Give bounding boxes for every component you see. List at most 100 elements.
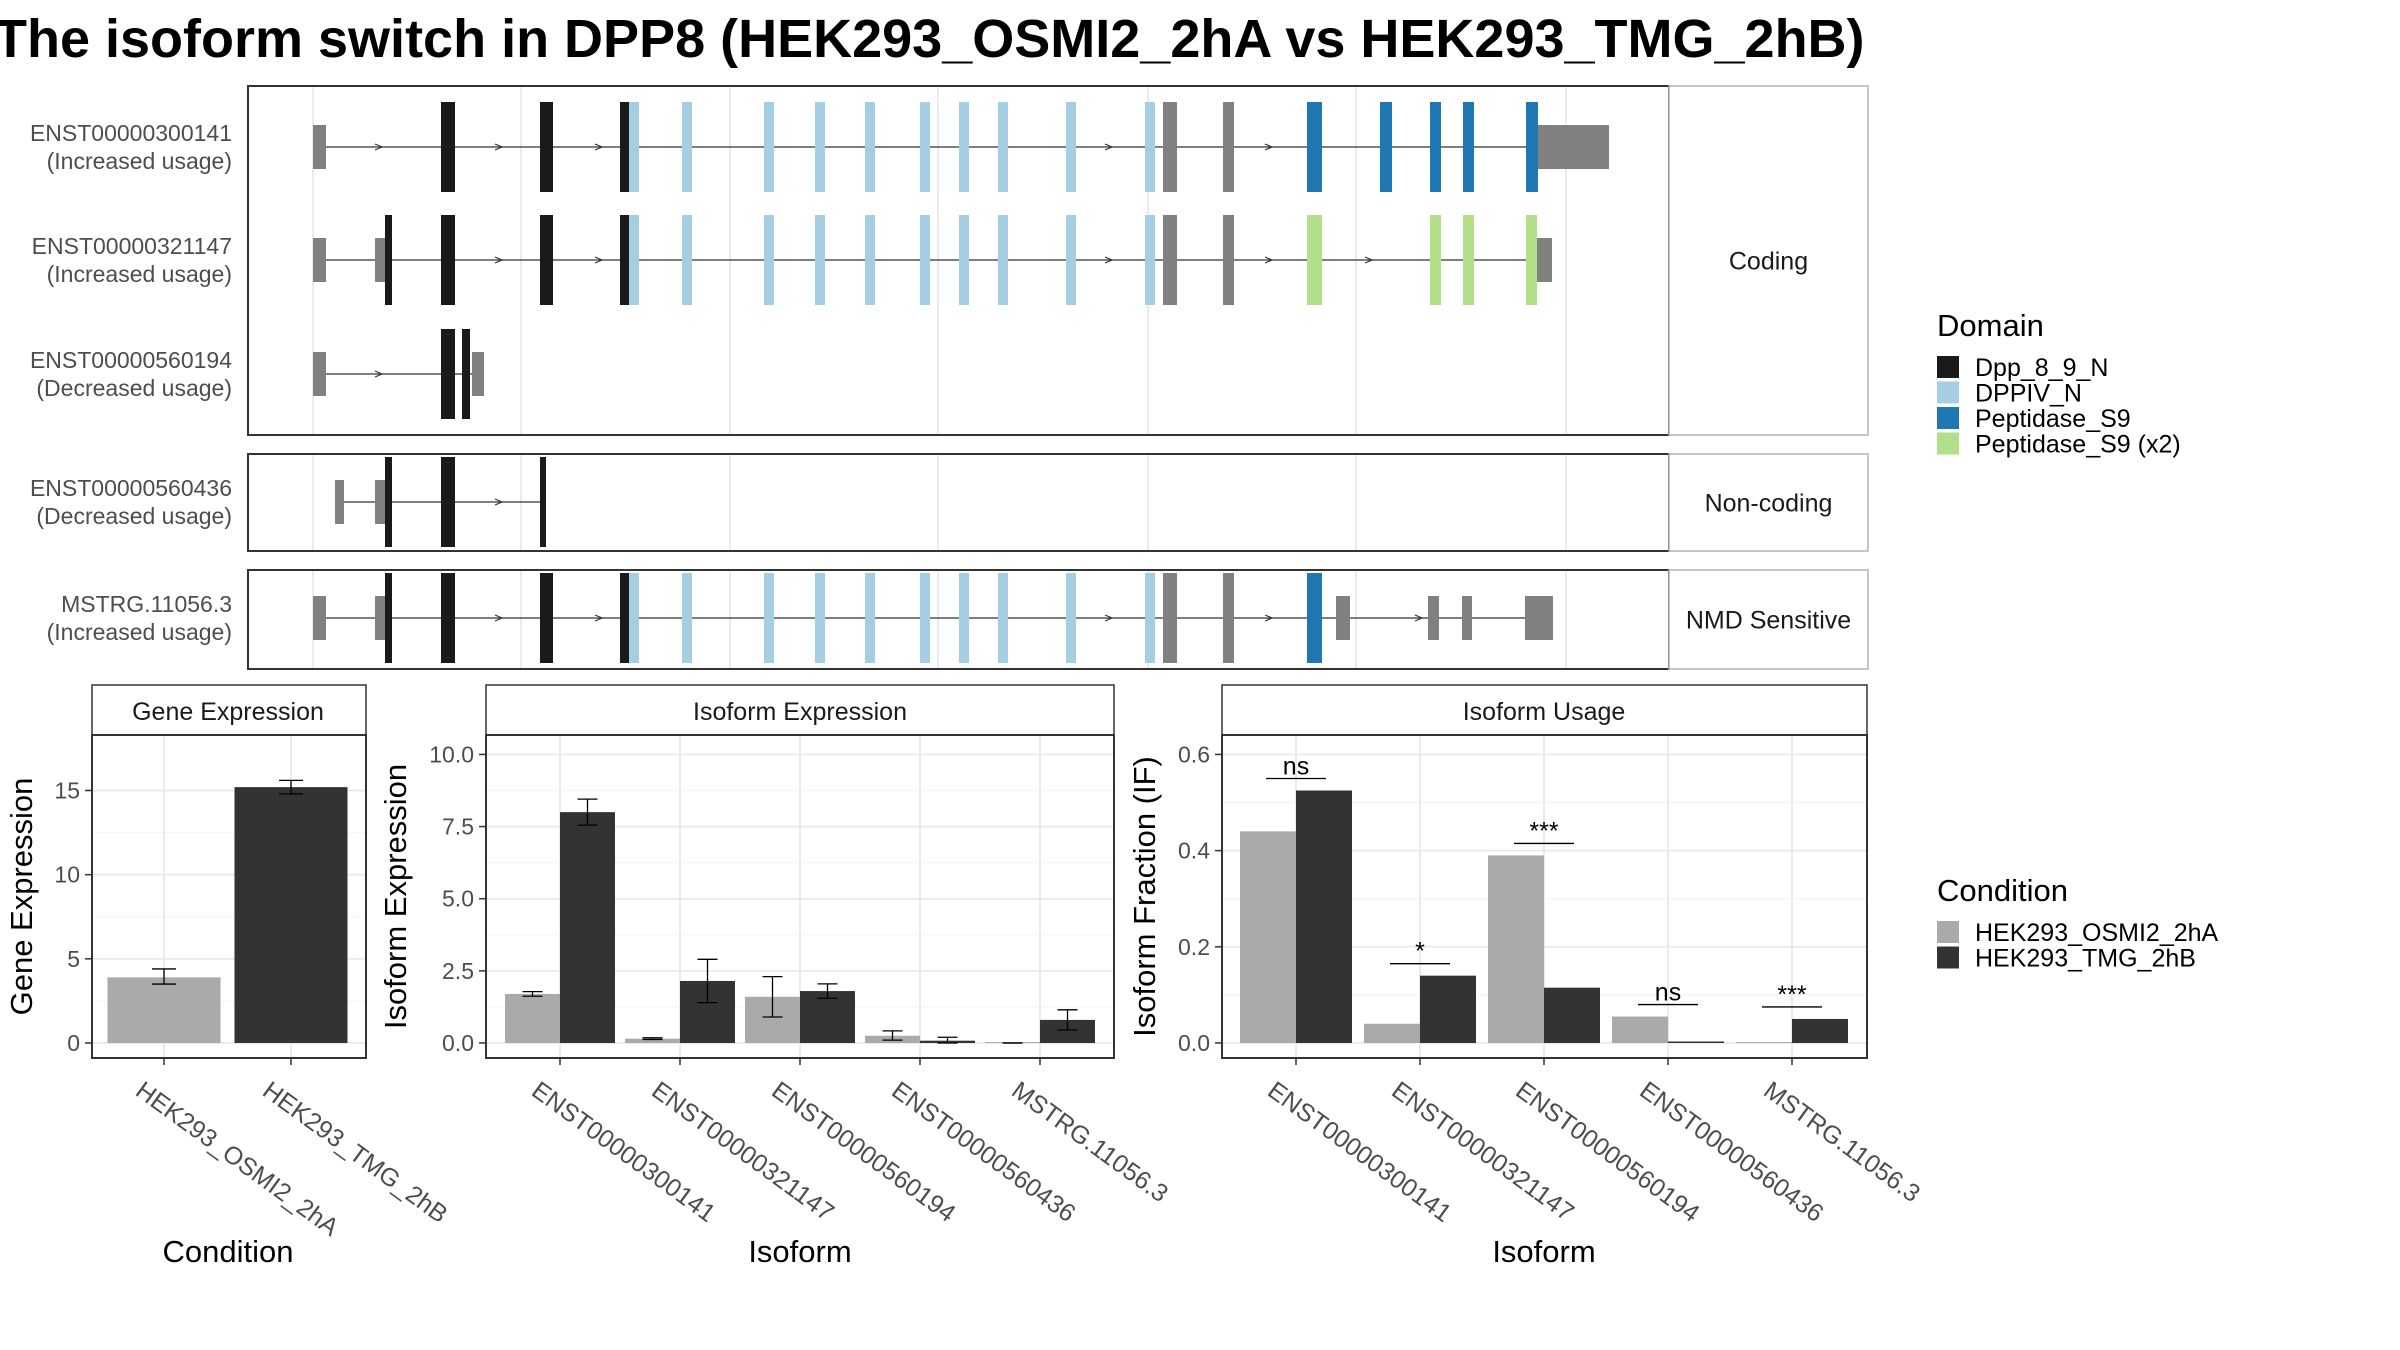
significance-label: ns	[1283, 753, 1309, 781]
exon-block	[1145, 102, 1155, 192]
exon-block	[998, 573, 1008, 663]
bar	[505, 993, 560, 1043]
category-strip	[1668, 569, 1869, 670]
exon-block	[385, 215, 392, 305]
exon-block	[682, 573, 692, 663]
exon-block	[959, 215, 969, 305]
y-tick-label: 0.2	[1178, 934, 1210, 960]
bar	[800, 991, 855, 1043]
exon-block	[998, 215, 1008, 305]
domain-legend-label: Dpp_8_9_N	[1975, 354, 2108, 382]
exon-block	[540, 215, 553, 305]
category-strip	[1668, 453, 1869, 552]
exon-block	[620, 102, 631, 192]
condition-legend-label: HEK293_TMG_2hB	[1975, 945, 2196, 973]
exon-block	[764, 215, 774, 305]
condition-legend-key	[1937, 946, 1959, 969]
exon-block	[441, 102, 455, 192]
exon-block	[1537, 238, 1552, 282]
category-label: Coding	[1729, 248, 1808, 276]
exon-block	[1526, 215, 1537, 305]
exon-block	[959, 573, 969, 663]
exon-block	[441, 457, 455, 547]
isoform-id-label: ENST00000300141	[30, 120, 232, 146]
exon-block	[1066, 102, 1076, 192]
x-tick-label: HEK293_OSMI2_2hA	[130, 1076, 343, 1242]
exon-block	[865, 215, 875, 305]
exon-block	[385, 573, 392, 663]
exon-block	[385, 457, 392, 547]
exon-block	[959, 102, 969, 192]
expression-bar-charts: Gene Expression051015HEK293_OSMI2_2hAHEK…	[4, 684, 1925, 1269]
exon-block	[1336, 596, 1350, 640]
strand-arrow	[1414, 614, 1424, 622]
bar	[1240, 831, 1296, 1043]
domain-legend-key	[1937, 407, 1959, 429]
isoform-usage-label: (Increased usage)	[47, 619, 232, 645]
isoform-id-label: ENST00000321147	[32, 233, 232, 259]
exon-block	[313, 596, 326, 640]
strand-arrow	[374, 143, 384, 151]
significance-label: ns	[1655, 979, 1681, 1007]
y-tick-label: 10	[54, 862, 80, 888]
category-label: Non-coding	[1705, 490, 1833, 518]
condition-legend-key	[1937, 921, 1959, 943]
exon-block	[629, 102, 639, 192]
exon-block	[682, 102, 692, 192]
domain-legend-title: Domain	[1937, 308, 2044, 343]
y-tick-label: 5	[67, 946, 80, 972]
isoform-id-label: ENST00000560194	[30, 347, 232, 373]
x-axis-title: Condition	[163, 1234, 294, 1269]
exon-block	[1462, 596, 1472, 640]
domain-legend-key	[1937, 432, 1959, 455]
y-tick-label: 0.6	[1178, 741, 1210, 767]
exon-block	[313, 352, 326, 396]
exon-block	[920, 573, 930, 663]
y-tick-label: 0.0	[442, 1030, 474, 1056]
exon-block	[1525, 596, 1553, 640]
strand-arrow	[1264, 614, 1274, 622]
strand-arrow	[1264, 256, 1274, 264]
strand-arrow	[594, 143, 604, 151]
y-tick-label: 5.0	[442, 886, 474, 912]
significance-label: *	[1415, 938, 1425, 966]
plot-border	[91, 734, 367, 1059]
strand-arrow	[494, 143, 504, 151]
strand-arrow	[594, 614, 604, 622]
strand-arrow	[1364, 256, 1374, 264]
exon-block	[441, 573, 455, 663]
bar	[1736, 1042, 1792, 1043]
y-tick-label: 0.0	[1178, 1030, 1210, 1056]
exon-block	[375, 238, 385, 282]
facet-title: Isoform Expression	[693, 698, 907, 726]
exon-block	[375, 480, 385, 524]
exon-block	[540, 457, 546, 547]
condition-legend-title: Condition	[1937, 873, 2068, 908]
exon-block	[472, 352, 484, 396]
bar	[107, 977, 221, 1043]
bar	[234, 787, 348, 1043]
significance-label: ***	[1529, 817, 1558, 845]
exon-block	[865, 102, 875, 192]
category-strip	[1668, 85, 1869, 436]
exon-block	[335, 480, 344, 524]
exon-block	[998, 102, 1008, 192]
exon-block	[1307, 102, 1322, 192]
exon-block	[682, 215, 692, 305]
facet-strip	[1221, 684, 1868, 736]
exon-block	[441, 329, 455, 419]
domain-legend-label: Peptidase_S9	[1975, 405, 2131, 433]
transcript-structure-plot: ENST00000300141 (Increased usage) ENST0000…	[30, 85, 1869, 670]
exon-block	[1463, 215, 1474, 305]
isoform-id-label: MSTRG.11056.3	[61, 591, 232, 617]
bar	[1040, 1019, 1095, 1043]
y-axis-title: Isoform Expression	[378, 764, 413, 1029]
exon-block	[1163, 102, 1177, 192]
exon-block	[1463, 102, 1474, 192]
bar	[1296, 790, 1352, 1043]
isoform-usage-label: (Decreased usage)	[36, 503, 232, 529]
category-label: NMD Sensitive	[1686, 607, 1851, 635]
exon-block	[1430, 215, 1441, 305]
exon-block	[441, 215, 455, 305]
strand-arrow	[594, 256, 604, 264]
